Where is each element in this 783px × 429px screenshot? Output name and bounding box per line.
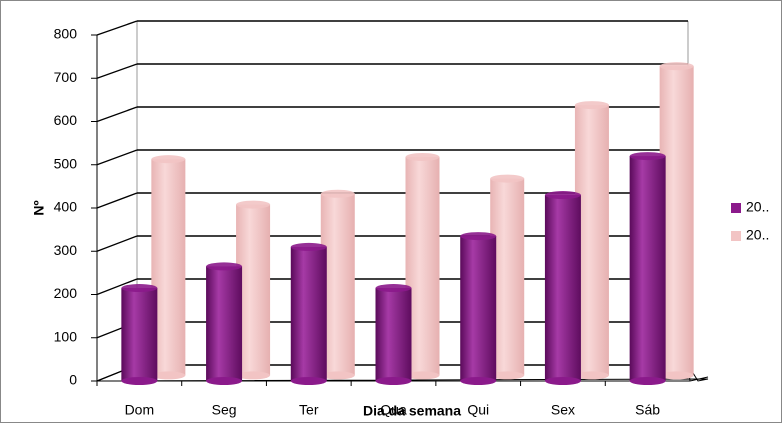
x-tick-label: Sáb	[635, 402, 660, 418]
x-tick-label: Dom	[125, 402, 155, 418]
bar-base	[490, 371, 525, 380]
bar-base	[320, 371, 355, 380]
x-tick-label: Sex	[551, 402, 575, 418]
bar-cap	[629, 152, 666, 161]
bar	[460, 236, 497, 381]
bar-base	[236, 371, 271, 380]
bar-base	[151, 371, 186, 380]
y-axis-title: Nº	[31, 200, 47, 215]
y-tick-label: 800	[54, 26, 78, 42]
bar-base	[460, 377, 497, 385]
bar-cap	[375, 284, 412, 293]
bar-cap	[574, 101, 609, 110]
bar-cap	[460, 232, 497, 241]
grid-line	[96, 278, 138, 296]
bar	[290, 246, 327, 381]
bar-cap	[405, 152, 440, 161]
grid-line	[96, 149, 138, 166]
bar	[121, 288, 158, 381]
grid-line	[96, 235, 138, 252]
y-tick-label: 300	[54, 242, 78, 258]
y-tick-label: 0	[69, 372, 77, 388]
bar-base	[629, 377, 666, 385]
grid-line	[96, 106, 138, 123]
x-tick-label: Qui	[467, 402, 489, 418]
bar-cap	[490, 174, 525, 183]
y-tick-label: 400	[54, 199, 78, 215]
bar-base	[544, 377, 581, 385]
legend-swatch	[731, 231, 741, 241]
bar-base	[121, 377, 158, 385]
bar-base	[206, 377, 243, 385]
bar-cap	[151, 155, 186, 164]
y-tick-label: 700	[54, 69, 78, 85]
bar	[375, 288, 412, 381]
bar	[544, 195, 581, 381]
bar-cap	[659, 62, 694, 71]
x-tick-label: Ter	[299, 402, 319, 418]
bar-cap	[290, 242, 327, 251]
bar-cap	[121, 284, 158, 293]
legend-label: 20..	[746, 199, 769, 215]
legend-swatch	[731, 203, 741, 213]
bar-cap	[206, 262, 243, 271]
grid-line	[96, 63, 138, 79]
bar-base	[290, 377, 327, 385]
bar-base	[405, 371, 440, 380]
floor-edge	[689, 376, 709, 382]
bar-cap	[236, 200, 271, 209]
y-tick-label: 500	[54, 155, 78, 171]
bar-base	[574, 371, 609, 380]
legend-label: 20..	[746, 227, 769, 243]
grid-line	[96, 192, 138, 209]
x-tick-label: Seg	[212, 402, 237, 418]
bar-base	[375, 377, 412, 385]
bar-cap	[320, 189, 355, 198]
bar-base	[659, 371, 694, 380]
bar	[206, 266, 243, 381]
bar	[629, 156, 666, 381]
x-tick-label: Qua	[380, 402, 407, 418]
y-tick-label: 200	[54, 285, 78, 301]
x-axis-title: Dia da semana	[363, 403, 461, 419]
bar-cap	[544, 191, 581, 200]
y-tick-label: 100	[54, 328, 78, 344]
y-tick-label: 600	[54, 112, 78, 128]
grid-line	[96, 20, 138, 36]
